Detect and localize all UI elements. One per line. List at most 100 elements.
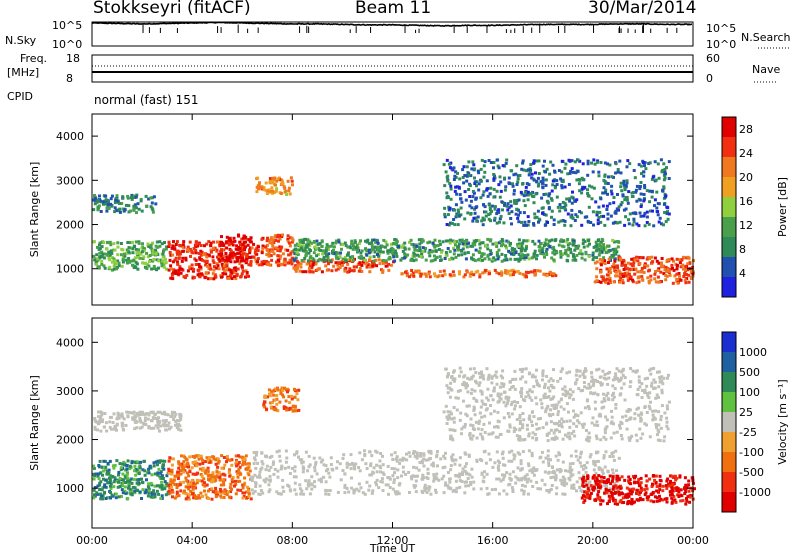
velocity-cell [120, 412, 124, 416]
power-cell [536, 176, 540, 180]
power-cell [521, 272, 525, 276]
power-cell [660, 222, 663, 226]
velocity-cell [297, 388, 301, 392]
velocity-cell [463, 451, 467, 455]
power-cell [147, 197, 151, 201]
velocity-cell [267, 468, 271, 472]
velocity-cell [644, 474, 648, 478]
velocity-cell [242, 456, 246, 460]
power-cell [503, 203, 507, 207]
power-cell [687, 273, 691, 277]
velocity-cell [322, 463, 326, 467]
power-cell [171, 244, 175, 248]
velocity-cell [110, 493, 114, 497]
power-cell [649, 274, 653, 278]
power-cell [194, 249, 198, 252]
power-cell [650, 177, 654, 181]
velocity-cell [275, 490, 279, 494]
power-cell [638, 198, 642, 202]
power-cell [599, 161, 603, 164]
velocity-cell [226, 458, 229, 461]
power-cell [590, 161, 594, 165]
power-cell [229, 260, 233, 264]
power-cell [553, 252, 557, 256]
power-cell [334, 268, 338, 272]
velocity-cell [102, 459, 106, 463]
velocity-cell [331, 468, 335, 472]
velocity-cell [459, 370, 463, 374]
velocity-cell [525, 473, 529, 477]
power-cell [549, 272, 553, 276]
velocity-cell [675, 476, 679, 480]
velocity-cell [592, 462, 596, 466]
velocity-cell [92, 488, 96, 492]
power-cell [608, 267, 612, 271]
velocity-cell [250, 488, 254, 492]
velocity-cell [578, 455, 582, 459]
power-cell [191, 269, 195, 273]
power-cell [129, 241, 132, 245]
velocity-cell [448, 480, 452, 484]
power-cell [358, 261, 362, 265]
power-cell [515, 207, 519, 211]
power-cell [527, 257, 531, 261]
power-cell [687, 280, 691, 284]
velocity-cell [286, 483, 290, 487]
velocity-cell [681, 499, 685, 503]
velocity-cell [234, 454, 238, 458]
velocity-cell [527, 462, 530, 466]
velocity-cell [177, 460, 181, 464]
velocity-cell [628, 385, 632, 389]
velocity-cell [247, 489, 250, 493]
velocity-cell [156, 418, 159, 422]
power-cell [686, 255, 690, 259]
velocity-cell [310, 475, 314, 479]
power-cell [226, 259, 230, 263]
power-cell [95, 262, 99, 266]
power-cell [602, 256, 606, 260]
power-cell [522, 199, 526, 203]
power-cell [608, 163, 612, 167]
velocity-cell [514, 475, 518, 479]
velocity-cell [536, 487, 540, 491]
velocity-cell [429, 451, 433, 455]
velocity-cell [180, 462, 184, 466]
velocity-cell [467, 484, 470, 488]
power-cell [376, 241, 380, 245]
power-cell [101, 252, 105, 256]
power-cell [689, 269, 693, 273]
velocity-cell [265, 464, 269, 468]
velocity-cell [644, 484, 648, 488]
power-cell [100, 245, 104, 249]
power-cell [467, 173, 471, 177]
velocity-cell [520, 488, 524, 492]
velocity-cell [249, 497, 253, 501]
power-cell [227, 241, 231, 245]
power-cell [662, 223, 665, 227]
velocity-cell [463, 465, 467, 469]
velocity-cell [463, 491, 467, 495]
velocity-cell [565, 482, 569, 486]
velocity-cell [236, 475, 240, 479]
velocity-cell [629, 492, 633, 496]
power-cell [176, 262, 180, 266]
velocity-cell [483, 470, 486, 474]
power-cell [520, 220, 523, 224]
power-cell [502, 258, 506, 262]
power-cell [526, 239, 530, 243]
power-cell [244, 261, 248, 265]
velocity-cell [400, 474, 403, 478]
power-cell [542, 252, 545, 256]
power-cell [474, 216, 478, 220]
velocity-cell [666, 477, 670, 481]
velocity-cell [184, 457, 188, 461]
velocity-cell [130, 481, 134, 485]
power-cell [639, 192, 643, 196]
velocity-cell [108, 420, 112, 424]
power-cell [276, 177, 280, 181]
velocity-cell [336, 490, 340, 494]
velocity-cell [510, 459, 514, 463]
velocity-cell [322, 475, 326, 479]
velocity-cell [177, 474, 181, 478]
velocity-cell [149, 466, 152, 470]
